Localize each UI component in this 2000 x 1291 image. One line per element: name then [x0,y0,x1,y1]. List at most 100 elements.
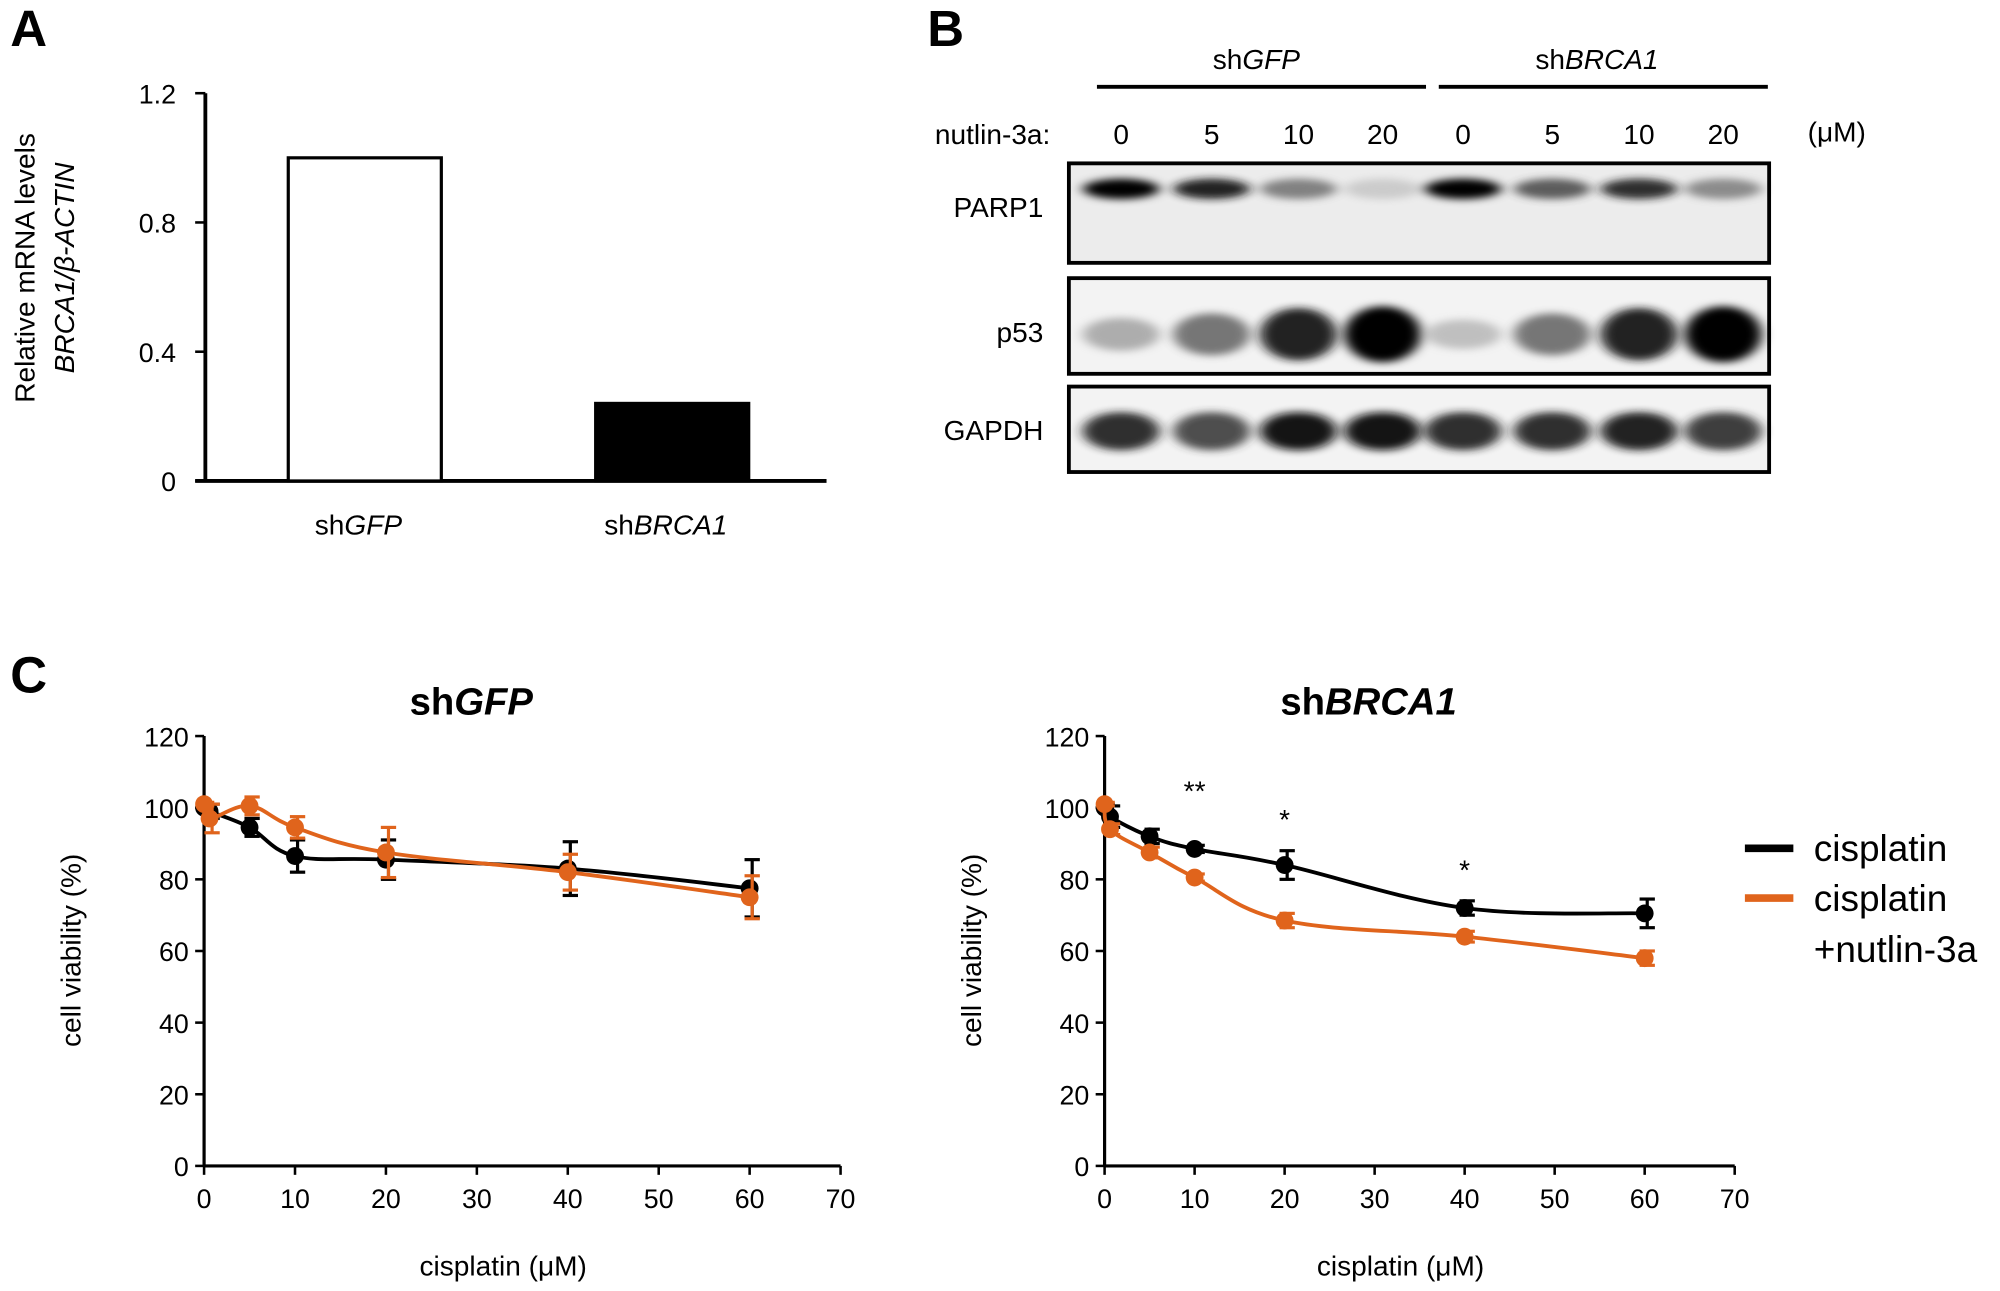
blot-band [1424,178,1502,200]
blot-band [1082,412,1160,451]
blot-band [1514,412,1591,451]
blot-band [1684,306,1762,363]
blot-band [1684,412,1762,451]
x-tick-label-gene: GFP [344,510,402,541]
x-tick-label: 40 [1450,1184,1480,1214]
dose-label: 10 [1623,119,1654,150]
blot-band [1514,178,1591,200]
data-point [1185,839,1204,858]
treatment-label: nutlin-3a: [935,119,1050,150]
x-tick-label: 10 [1180,1184,1210,1214]
y-tick-label: 100 [1045,794,1090,824]
blot-band [1600,308,1678,361]
y-axis-label-line2: BRCA1/β-ACTIN [49,162,80,374]
y-tick-label: 0.4 [139,338,176,368]
data-point [1140,827,1159,846]
x-tick-label: 70 [826,1184,856,1214]
blot-band [1344,306,1421,363]
blot-band [1173,313,1250,356]
blot-band [1173,412,1250,451]
blot-band [1424,412,1502,451]
group-label-prefix: sh [1213,44,1243,75]
data-point [1635,904,1654,923]
y-tick-label: 100 [144,794,189,824]
data-point [1101,820,1119,839]
group-label-gene: BRCA1 [1565,44,1659,75]
blot-band [1082,317,1160,351]
blot-band [1344,412,1421,451]
blot-frame-p53 [1066,276,1772,376]
y-tick-label: 40 [1060,1009,1090,1039]
data-point [286,847,304,865]
data-point [1275,911,1294,930]
data-point [286,818,304,837]
series-line-1 [1102,803,1645,961]
blot-band [1260,178,1337,200]
dose-label: 0 [1455,119,1471,150]
y-tick-label: 80 [1060,866,1090,896]
y-tick-label: 20 [1060,1080,1090,1110]
y-axis-label-line1: Relative mRNA levels [9,133,40,403]
blot-row-label: GAPDH [944,415,1044,446]
data-point [1455,927,1474,946]
blot-row-label: p53 [997,317,1044,348]
blot-band [1424,319,1502,349]
data-point [1275,856,1294,874]
x-tick-label: 0 [197,1184,212,1214]
chart-title-prefix: sh [410,680,455,723]
series-line-0 [1102,806,1645,916]
data-point [1095,795,1114,814]
chart-title-gene: GFP [454,680,533,723]
blot-band [1600,412,1678,451]
y-tick-label: 80 [159,866,189,896]
blot-frame-gapdh [1066,384,1772,474]
y-tick-label: 60 [1060,937,1090,967]
blot-band [1082,178,1160,200]
bar-gfp [286,156,443,483]
y-tick-label: 120 [144,722,189,752]
x-tick-label: 40 [553,1184,583,1214]
x-tick-label: shBRCA1 [604,510,727,541]
blot-background-parp1 [1068,163,1770,263]
y-tick-label: 0 [174,1152,189,1182]
x-tick-label: 60 [1630,1184,1660,1214]
x-tick-label-prefix: sh [604,510,634,541]
x-axis-label: cisplatin (μM) [1317,1251,1484,1282]
data-point [1635,949,1654,968]
panel-label-c: C [10,647,47,704]
x-tick-label: 60 [735,1184,765,1214]
series-line-1 [202,803,750,900]
y-tick-label: 20 [159,1080,189,1110]
data-point [740,888,759,907]
blot-band [1600,178,1678,200]
x-tick-label: 20 [1270,1184,1300,1214]
x-tick-label: 10 [280,1184,310,1214]
group-label-prefix: sh [1535,44,1565,75]
y-axis-label: cell viability (%) [956,854,987,1047]
y-tick-label: 0 [1074,1152,1089,1182]
group-label-gene: GFP [1242,44,1300,75]
x-tick-label: 70 [1720,1184,1750,1214]
bar-brca1 [594,401,751,483]
significance-marker: ** [1184,775,1206,806]
chart-title: shGFP [410,680,534,723]
panel-label-b: B [927,0,964,57]
data-point [558,863,577,882]
dose-label: 20 [1708,119,1739,150]
dose-label: 5 [1544,119,1560,150]
chart-title: shBRCA1 [1280,680,1456,723]
legend-label: cisplatin [1814,828,1948,869]
dose-label: 5 [1204,119,1220,150]
y-tick-label: 120 [1045,722,1090,752]
x-tick-label-prefix: sh [315,510,345,541]
data-point [1140,843,1159,862]
data-point [240,818,259,837]
data-point [240,796,259,815]
blot-frame-parp1 [1066,161,1772,265]
x-tick-label: 20 [371,1184,401,1214]
x-tick-label: 30 [1360,1184,1390,1214]
line-chart-shbrca1: shBRCA1 cell viability (%) cisplatin (μM) 0… [956,680,1978,1281]
blot-band [1344,178,1421,200]
x-tick-label-gene: BRCA1 [634,510,728,541]
bar-chart-mrna: Relative mRNA levels BRCA1/β-ACTIN 0 0.4 0… [9,79,827,541]
